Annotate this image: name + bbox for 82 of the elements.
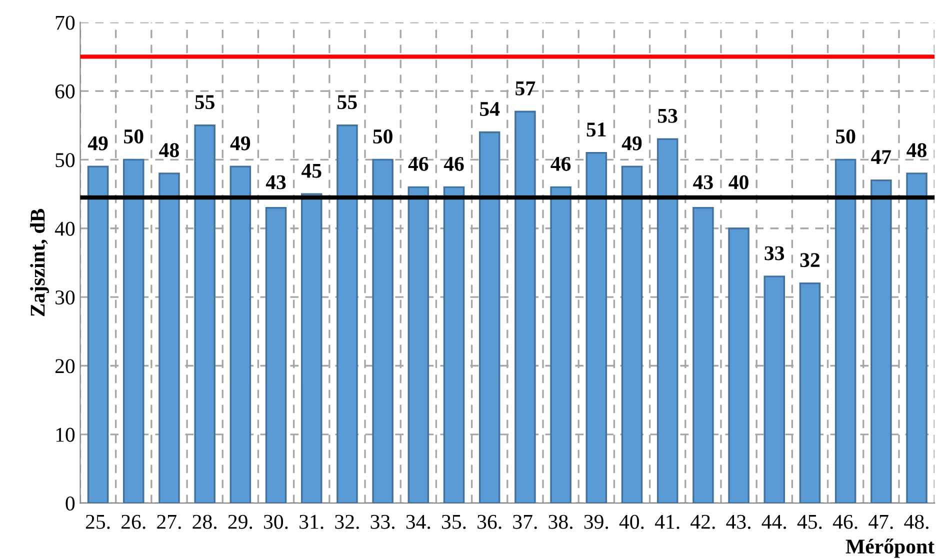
data-label: 49 [230, 136, 250, 150]
x-tick-label: 36. [478, 514, 502, 529]
data-label: 46 [550, 156, 571, 171]
x-tick-label: 47. [868, 514, 893, 529]
x-tick-label: 33. [370, 514, 394, 529]
data-label: 48 [906, 143, 926, 158]
data-label: 50 [124, 129, 144, 144]
y-tick-label: 60 [55, 84, 75, 98]
bar [158, 172, 180, 504]
x-tick-label: 31. [300, 514, 324, 529]
bar [372, 158, 394, 504]
y-tick-label: 10 [56, 428, 75, 442]
bar [514, 110, 536, 504]
bar [550, 186, 572, 504]
data-label: 50 [373, 129, 392, 144]
bar [265, 206, 287, 504]
bar [408, 186, 430, 504]
bar [870, 179, 892, 504]
bar [194, 124, 216, 504]
x-tick-label: 42. [690, 514, 715, 529]
data-label: 33 [764, 246, 784, 260]
data-label: 49 [88, 136, 108, 150]
x-tick-label: 27. [157, 514, 181, 529]
data-label: 40 [728, 175, 748, 190]
y-tick-label: 50 [56, 153, 75, 168]
bar [728, 228, 750, 504]
x-tick-label: 30. [264, 514, 288, 529]
data-label: 48 [159, 143, 179, 158]
x-tick-label: 28. [192, 514, 216, 529]
x-tick-label: 38. [548, 514, 572, 529]
bar [586, 152, 608, 504]
data-label: 47 [871, 150, 892, 164]
y-tick-label: 0 [66, 496, 75, 511]
data-label: 50 [836, 129, 856, 144]
x-tick-label: 46. [832, 514, 858, 529]
data-label: 54 [480, 102, 500, 116]
data-label: 43 [693, 175, 713, 190]
bar [799, 282, 821, 504]
x-tick-label: 39. [584, 514, 608, 529]
data-label: 46 [408, 156, 428, 171]
x-tick-label: 43. [726, 514, 750, 529]
data-label: 57 [516, 82, 536, 96]
bar [336, 124, 358, 504]
data-label: 45 [301, 164, 322, 178]
x-tick-label: 34. [406, 514, 430, 529]
x-tick-label: 37. [513, 514, 537, 529]
data-label: 55 [338, 95, 357, 110]
data-label: 51 [586, 122, 606, 137]
bar [443, 186, 465, 504]
x-tick-label: 26. [122, 514, 146, 529]
x-tick-label: 44. [762, 514, 786, 529]
data-label: 43 [266, 175, 286, 190]
x-tick-label: 29. [228, 514, 252, 529]
data-label: 55 [195, 95, 214, 110]
data-label: 46 [444, 156, 464, 171]
data-label: 32 [800, 253, 820, 268]
bar [621, 166, 643, 504]
x-tick-label: 35. [442, 514, 466, 529]
bar [834, 158, 856, 504]
bar [478, 131, 500, 504]
data-label: 53 [658, 108, 678, 123]
x-tick-label: 25. [86, 514, 110, 529]
bar [300, 193, 322, 504]
x-tick-label: 45. [797, 514, 822, 529]
y-tick-label: 20 [55, 359, 75, 374]
x-axis-title: Mérőpont [846, 538, 934, 558]
y-tick-label: 70 [56, 16, 75, 30]
x-tick-label: 48. [904, 514, 928, 529]
data-label: 49 [622, 136, 642, 150]
bar [656, 138, 678, 504]
bar [692, 206, 714, 504]
x-tick-label: 41. [654, 514, 680, 529]
y-tick-label: 40 [54, 222, 75, 236]
y-axis-title: Zajszint, dB [30, 208, 49, 316]
bar [123, 158, 144, 504]
x-tick-label: 40. [619, 514, 644, 529]
x-tick-label: 32. [335, 514, 359, 529]
y-tick-label: 30 [56, 290, 75, 304]
bar [764, 276, 785, 504]
bar [906, 172, 928, 504]
bar [230, 166, 252, 504]
bar [87, 166, 109, 504]
